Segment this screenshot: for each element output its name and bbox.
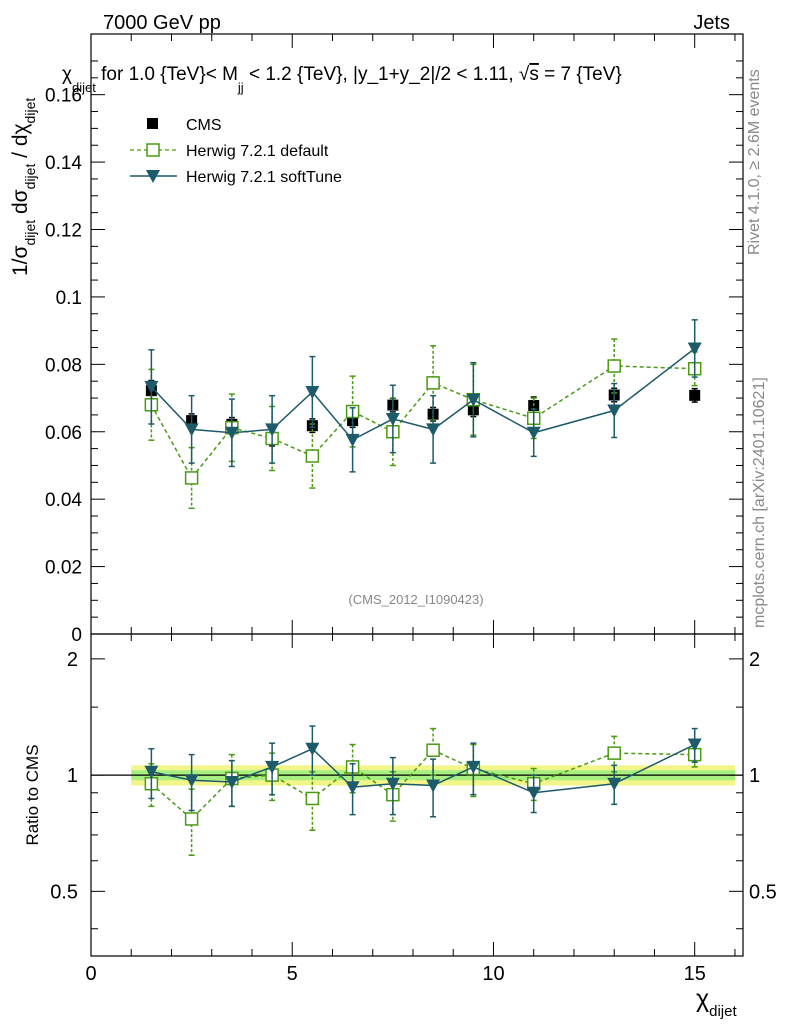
ratio-y-tick-label-right: 2: [749, 649, 760, 671]
ratio-herwig-softtune-point: [526, 786, 541, 800]
axis-ticks: 0 5 10 15 0 0.02 0.04 0.06 0.08 0.1 0.12 0.14 0.16 0.…: [45, 34, 777, 985]
y-tick-label: 0.06: [45, 423, 82, 444]
x-tick-label: 15: [684, 963, 706, 985]
herwig-softtune-point: [144, 380, 159, 394]
x-tick-label: 10: [482, 963, 504, 985]
y-tick-label: 0.08: [45, 355, 82, 376]
ratio-y-axis-label: Ratio to CMS: [23, 744, 42, 845]
ratio-herwig-softtune-point: [224, 775, 239, 789]
main-y-axis-label: 1/σdijet dσdijet / dχdijet: [9, 98, 38, 276]
x-tick-label: 0: [85, 963, 96, 985]
ratio-herwig-default-point: [426, 743, 440, 757]
ratio-herwig-softtune-point: [184, 774, 199, 788]
ratio-herwig-softtune-line: [151, 743, 696, 794]
ratio-y-tick-label: 0.5: [50, 881, 78, 903]
ratio-herwig-softtune-point: [305, 742, 320, 756]
herwig-default-line: [150, 365, 695, 480]
ratio-herwig-default-point: [607, 746, 621, 760]
header-category-label: Jets: [693, 12, 730, 34]
legend-entry-cms: CMS: [147, 117, 222, 134]
herwig-default-point: [426, 376, 440, 390]
legend-label-cms: CMS: [186, 117, 222, 134]
main-plot-area: [144, 319, 702, 510]
ratio-herwig-default-point: [184, 812, 199, 826]
legend-entry-herwig-default: Herwig 7.2.1 default: [130, 143, 329, 160]
x-tick-label: 5: [287, 963, 298, 985]
header-energy-label: 7000 GeV pp: [103, 12, 221, 34]
y-tick-label: 0: [71, 625, 82, 646]
ratio-plot-area: [144, 725, 702, 857]
ratio-y-tick-label-right: 1: [749, 765, 760, 787]
ratio-herwig-softtune-point: [144, 765, 159, 779]
ratio-herwig-softtune-point: [426, 779, 441, 793]
y-tick-label: 0.12: [45, 221, 82, 242]
legend: CMS Herwig 7.2.1 default Herwig 7.2.1 so…: [130, 117, 342, 186]
herwig-softtune-point: [265, 423, 280, 437]
legend-label-herwig-softtune: Herwig 7.2.1 softTune: [186, 169, 342, 186]
y-tick-label: 0.02: [45, 558, 82, 579]
ratio-plot-frame: [90, 633, 744, 957]
ratio-y-tick-label: 1: [67, 765, 78, 787]
herwig-softtune-point: [687, 342, 702, 356]
cms-data-point: [689, 389, 701, 401]
ratio-herwig-softtune-point: [687, 738, 702, 752]
herwig-softtune-point: [466, 393, 481, 407]
herwig-default-point: [184, 471, 199, 485]
legend-entry-herwig-softtune: Herwig 7.2.1 softTune: [130, 169, 342, 186]
herwig-default-point: [607, 359, 621, 373]
ratio-herwig-softtune-point: [385, 777, 400, 791]
legend-marker-herwig-default: [146, 143, 160, 157]
legend-marker-herwig-softtune: [146, 170, 160, 183]
analysis-watermark: (CMS_2012_I1090423): [348, 592, 483, 607]
herwig-softtune-point: [607, 404, 622, 418]
herwig-softtune-point: [526, 426, 541, 440]
ratio-herwig-default-point: [305, 791, 320, 806]
y-tick-label: 0.16: [45, 86, 82, 107]
y-tick-label: 0.1: [56, 288, 82, 309]
herwig-softtune-line: [150, 347, 696, 441]
herwig-default-point: [305, 449, 320, 463]
y-tick-label: 0.04: [45, 490, 82, 511]
herwig-softtune-point: [184, 423, 199, 437]
ratio-herwig-softtune-point: [607, 777, 622, 791]
rivet-version-label: Rivet 4.1.0, ≥ 2.6M events: [746, 69, 763, 255]
herwig-softtune-point: [385, 412, 400, 426]
ratio-herwig-softtune-point: [466, 760, 481, 774]
x-axis-label: χdijet: [696, 985, 737, 1020]
herwig-softtune-point: [224, 426, 239, 440]
mcplots-reference-label: mcplots.cern.ch [arXiv:2401.10621]: [751, 377, 768, 628]
plot-title: χdijet for 1.0 {TeV}< Mjj < 1.2 {TeV}, |…: [62, 64, 622, 95]
ratio-herwig-softtune-point: [345, 781, 360, 795]
herwig-softtune-point: [305, 385, 320, 399]
legend-marker-cms: [147, 118, 158, 129]
ratio-herwig-softtune-point: [265, 760, 280, 774]
legend-label-herwig-default: Herwig 7.2.1 default: [186, 143, 329, 160]
ratio-y-tick-label: 2: [67, 649, 78, 671]
herwig-softtune-point: [345, 433, 360, 447]
herwig-softtune-point: [426, 423, 441, 437]
ratio-y-tick-label-right: 0.5: [749, 881, 777, 903]
y-tick-label: 0.14: [45, 153, 82, 174]
